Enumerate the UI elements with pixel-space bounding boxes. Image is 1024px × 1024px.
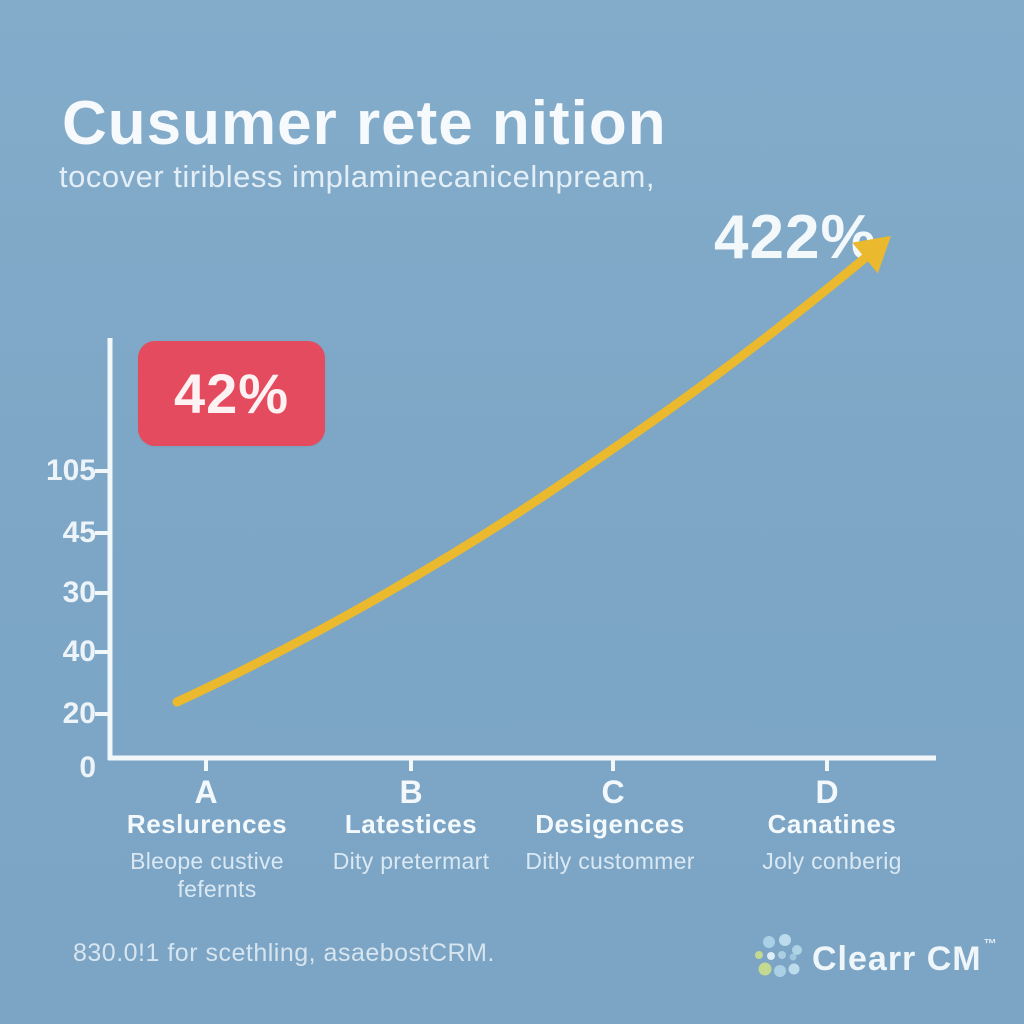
- y-tick-label: 30: [62, 576, 96, 609]
- footer-note: 830.0!1 for scethling, asaebostCRM.: [73, 939, 495, 967]
- page-subtitle: tocover tiribless implaminecanicelnpream…: [59, 159, 655, 194]
- page-title: Cusumer rete nition: [62, 88, 667, 158]
- column-desc-c-line1: Ditly custommer: [525, 848, 695, 874]
- column-desc-a-line1: Bleope custive: [130, 848, 284, 874]
- arrow-head-icon: [852, 236, 891, 274]
- x-axis-ticks: [204, 758, 829, 771]
- trademark-symbol: ™: [983, 936, 997, 951]
- y-tick-label: 20: [62, 697, 96, 730]
- x-tick-label: D: [815, 774, 839, 810]
- y-tick-label: 40: [62, 635, 96, 668]
- growth-end-value: 422%: [714, 203, 877, 272]
- brand-logo: Clearr CM ™: [752, 928, 997, 990]
- column-desc-d-line1: Joly conberig: [762, 848, 902, 874]
- y-axis-ticks: [95, 469, 110, 716]
- column-desc-b-line1: Dity pretermart: [332, 848, 490, 874]
- column-title-c: Desigences: [535, 809, 685, 839]
- logo-dots: [755, 934, 802, 977]
- start-value-badge: 42%: [138, 341, 325, 446]
- y-tick-label: 0: [79, 751, 96, 784]
- column-title-a: Reslurences: [126, 809, 288, 839]
- y-tick-label: 105: [45, 454, 96, 487]
- column-title-b: Latestices: [344, 809, 478, 839]
- x-tick-label: B: [399, 774, 423, 810]
- x-tick-label: C: [601, 774, 625, 810]
- x-tick-label: A: [194, 774, 218, 810]
- y-tick-label: 45: [62, 516, 96, 549]
- clearrcm-logo-icon: [755, 934, 802, 977]
- brand-name: Clearr CM: [812, 939, 982, 978]
- growth-curve-line: [172, 253, 870, 707]
- start-value-label: 42%: [173, 362, 290, 425]
- column-title-d: Canatines: [767, 809, 897, 839]
- column-desc-a-line2: fefernts: [177, 876, 257, 902]
